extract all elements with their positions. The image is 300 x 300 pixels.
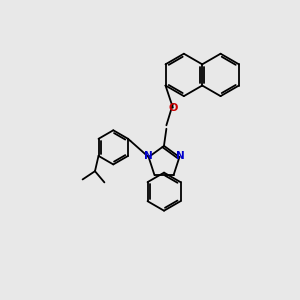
Text: O: O xyxy=(168,103,178,112)
Text: N: N xyxy=(144,152,152,161)
Text: N: N xyxy=(176,152,184,161)
